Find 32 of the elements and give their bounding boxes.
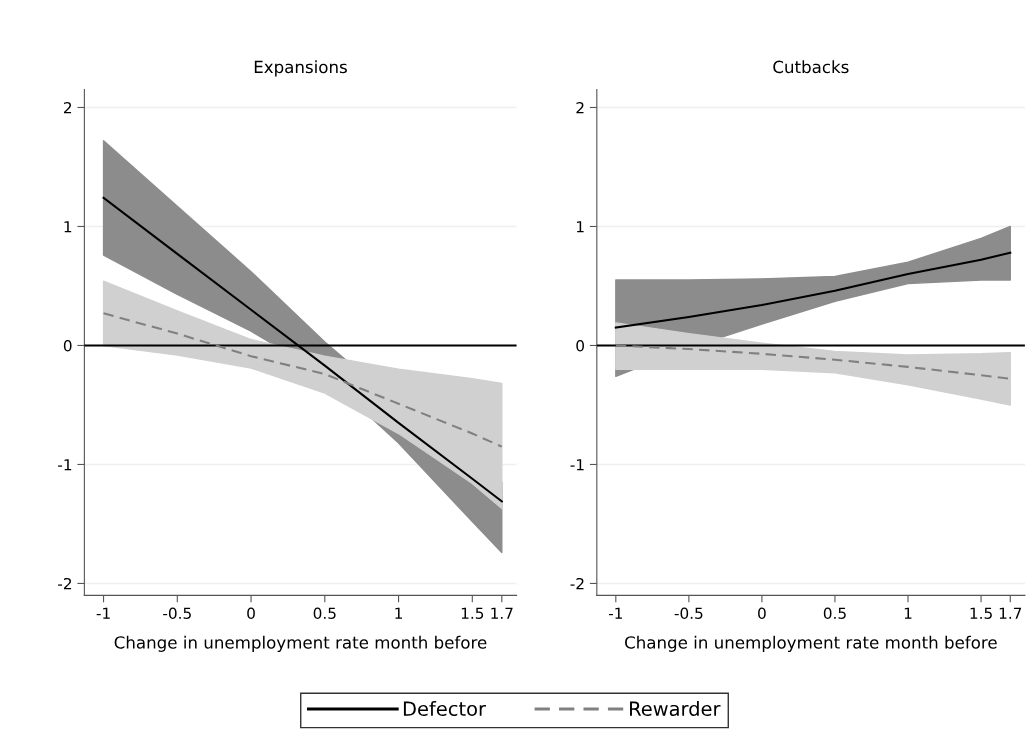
x-tick-label: 0.5 (313, 607, 336, 619)
x-tick-label: -0.5 (163, 607, 191, 619)
chart-title: Cutbacks (773, 60, 849, 74)
y-tick-label: 2 (576, 101, 584, 114)
x-axis-title: Change in unemployment rate month before (114, 635, 487, 652)
x-tick-label: -1 (608, 607, 623, 619)
x-tick-label: 1 (904, 607, 912, 619)
x-tick-label: 0.5 (823, 607, 846, 619)
x-tick-label: 1.7 (999, 607, 1022, 619)
y-tick-label: 2 (63, 101, 72, 114)
x-axis-title: Change in unemployment rate month before (625, 635, 997, 652)
y-tick-label: -2 (58, 577, 72, 590)
x-tick-label: 1.7 (491, 607, 513, 619)
y-tick-label: 1 (64, 221, 72, 233)
legend-label: Rewarder (630, 701, 721, 717)
x-tick-label: 1.5 (970, 607, 992, 619)
y-tick-label: 0 (576, 339, 584, 352)
x-tick-label: 1.5 (461, 607, 484, 619)
y-tick-label: -1 (570, 459, 584, 471)
chart-title: Expansions (254, 60, 347, 77)
y-tick-label: -1 (58, 459, 72, 471)
x-tick-label: 1 (395, 607, 403, 619)
y-tick-label: 1 (576, 221, 584, 233)
x-tick-label: 0 (758, 607, 766, 619)
x-tick-label: 0 (247, 607, 255, 619)
y-tick-label: -2 (570, 577, 584, 590)
x-tick-label: -0.5 (674, 607, 703, 619)
x-tick-label: -1 (96, 607, 110, 619)
legend-label: Defector (403, 701, 486, 717)
line-series (614, 251, 1012, 329)
y-tick-label: 0 (63, 339, 72, 352)
line-series (102, 312, 503, 448)
